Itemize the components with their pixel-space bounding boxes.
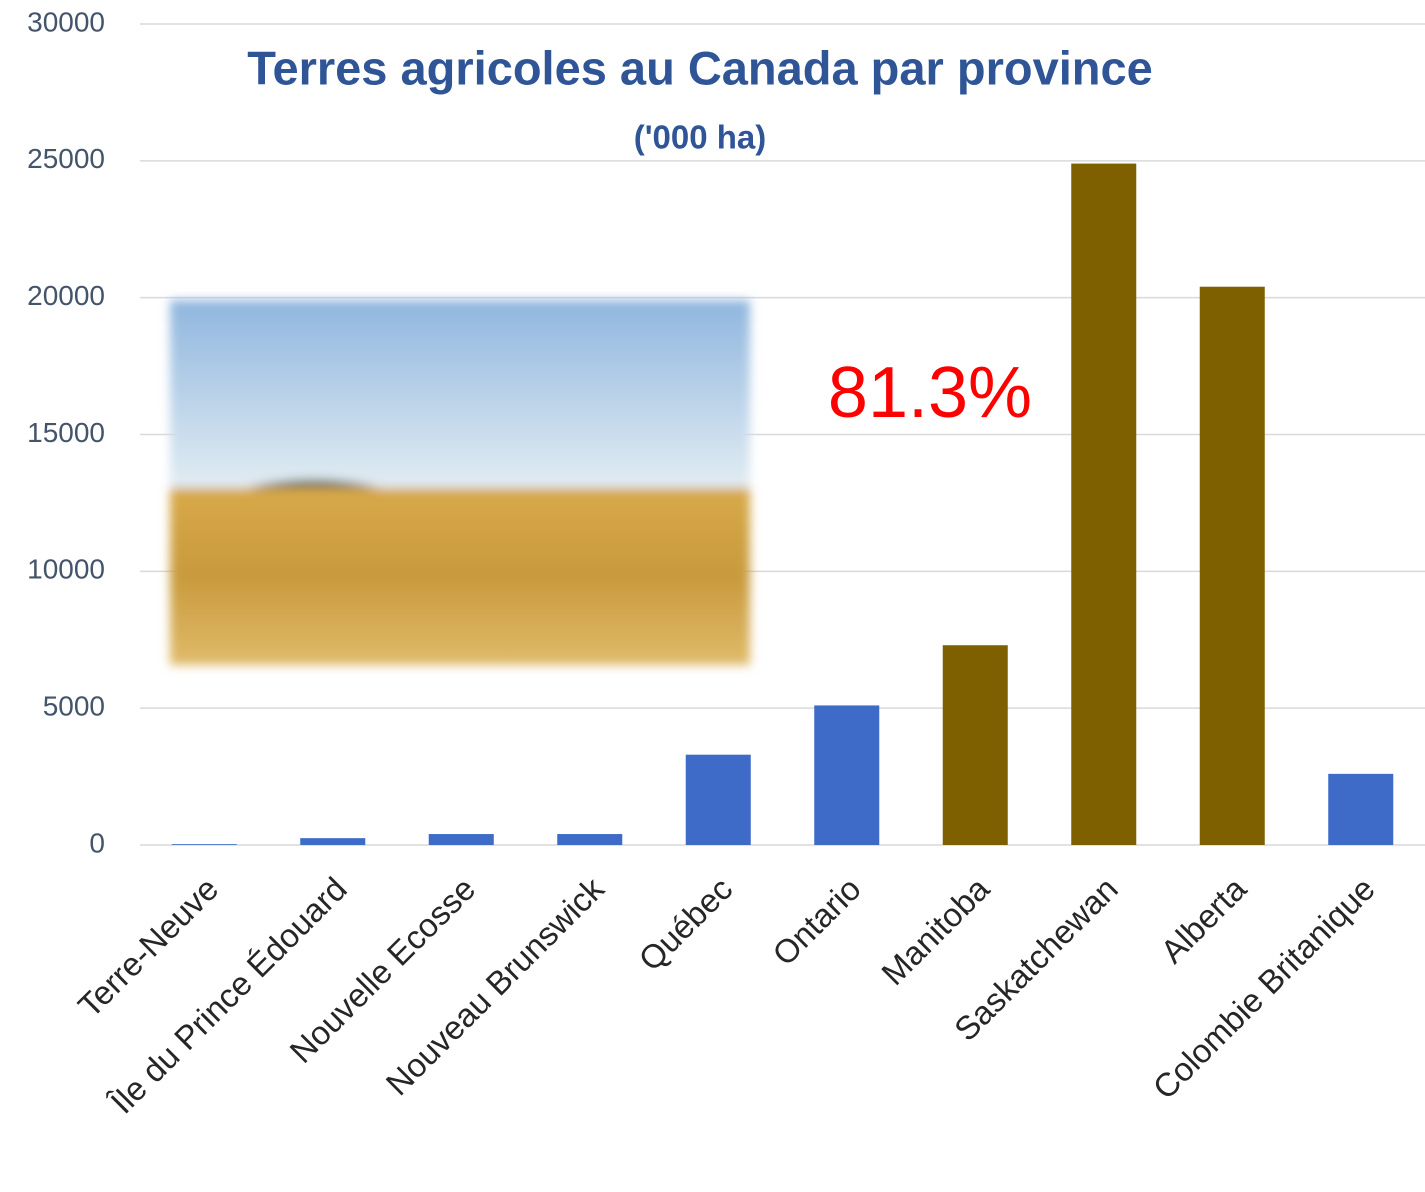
- chart: Terres agricoles au Canada par province …: [0, 0, 1425, 1192]
- x-tick-label: Québec: [631, 870, 739, 978]
- x-tick-label: Colombie Britanique: [1146, 870, 1382, 1106]
- bar: [1328, 774, 1393, 845]
- annotation: 81.3%: [828, 353, 1032, 433]
- bar: [300, 838, 365, 845]
- y-tick-label: 5000: [43, 691, 105, 722]
- x-tick-label: Manitoba: [874, 870, 997, 993]
- chart-title: Terres agricoles au Canada par province: [247, 41, 1153, 94]
- bar: [814, 705, 879, 845]
- y-tick-label: 10000: [27, 554, 105, 585]
- photo: [170, 300, 750, 665]
- bar: [172, 844, 237, 845]
- chart-subtitle: ('000 ha): [634, 119, 767, 156]
- y-tick-label: 30000: [27, 6, 105, 37]
- y-tick-label: 25000: [27, 143, 105, 174]
- y-tick-label: 15000: [27, 417, 105, 448]
- bar: [429, 834, 494, 845]
- x-tick-label: Ontario: [765, 870, 868, 973]
- bar: [1071, 164, 1136, 845]
- x-tick-label: Alberta: [1153, 869, 1254, 970]
- bar: [1200, 287, 1265, 845]
- y-tick-label: 0: [89, 827, 105, 858]
- bar: [557, 834, 622, 845]
- x-tick-label: Nouveau Brunswick: [378, 870, 611, 1103]
- bar: [943, 645, 1008, 845]
- bar: [686, 755, 751, 845]
- y-tick-label: 20000: [27, 280, 105, 311]
- x-tick-label: Île du Prince Édouard: [103, 870, 354, 1121]
